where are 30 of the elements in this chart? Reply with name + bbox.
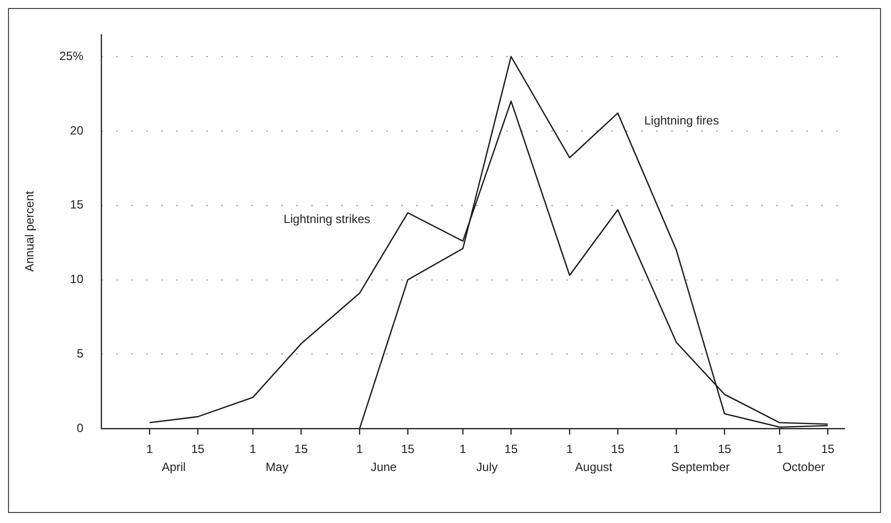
x2-tick-label: September — [671, 460, 730, 474]
x-tick-label: 15 — [504, 442, 518, 456]
y-tick-label: 25% — [59, 48, 84, 63]
y-tick-label: 0 — [76, 420, 84, 435]
x2-tick-label: July — [476, 460, 498, 474]
x-tick-label: 15 — [611, 442, 625, 456]
x-tick-label: 1 — [250, 442, 257, 456]
x-tick-label: 15 — [821, 442, 835, 456]
x2-tick-label: May — [266, 460, 288, 474]
x-tick-label: 1 — [672, 442, 680, 456]
x2-tick-label: October — [782, 460, 826, 474]
x2-tick-label: June — [370, 460, 398, 474]
x-tick-label: 15 — [401, 442, 415, 456]
x-tick-label: 15 — [191, 442, 205, 456]
y-tick-label: 20 — [70, 123, 84, 138]
x2-tick-label: April — [162, 460, 186, 474]
annotation: Lightning fires — [644, 113, 719, 128]
x-tick-label: 15 — [294, 442, 308, 456]
y-axis-title: Annual percent — [22, 190, 37, 272]
x-tick-label: 1 — [776, 442, 784, 456]
y-tick-label: 15 — [70, 198, 84, 212]
x-tick-label: 1 — [146, 442, 154, 456]
x-tick-label: 1 — [356, 442, 364, 456]
x-tick-label: 15 — [718, 442, 732, 456]
annotation: Lightning strikes — [284, 212, 370, 226]
x-tick-label: 1 — [566, 442, 574, 456]
x2-tick-label: August — [575, 460, 614, 474]
y-tick-label: 10 — [70, 272, 84, 286]
x-tick-label: 1 — [460, 442, 467, 456]
y-tick-label: 5 — [76, 346, 84, 360]
